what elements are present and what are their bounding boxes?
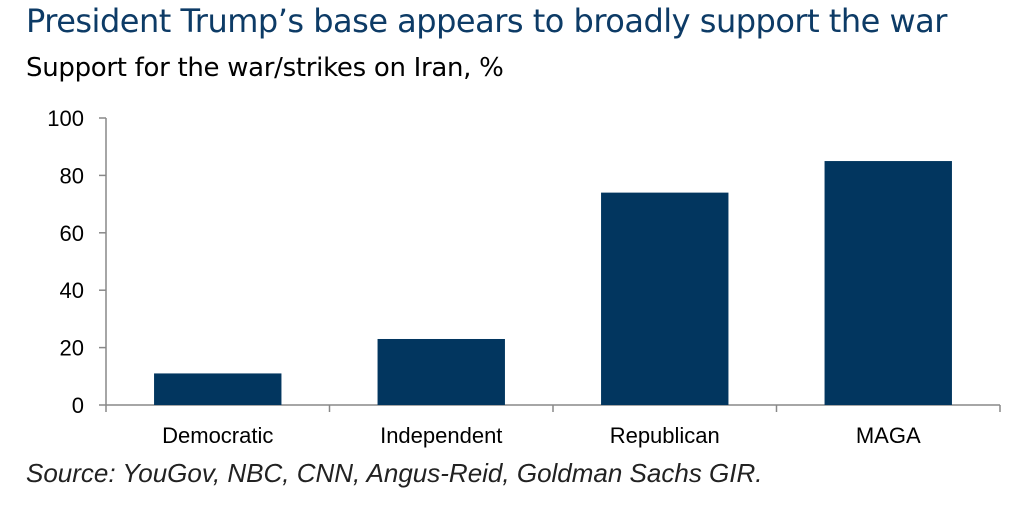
y-tick-label: 0: [72, 393, 84, 418]
x-category-label: Independent: [380, 423, 502, 448]
bars: [154, 161, 952, 405]
y-tick-label: 100: [47, 106, 84, 131]
bar-independent: [377, 338, 505, 405]
x-axis: [105, 404, 1001, 412]
bar-democratic: [154, 373, 282, 405]
bar-republican: [601, 192, 729, 405]
chart-title: President Trump’s base appears to broadl…: [26, 2, 947, 40]
y-tick-label: 80: [60, 163, 84, 188]
x-category-label: Republican: [610, 423, 720, 448]
y-tick-label: 20: [60, 336, 84, 361]
y-tick-label: 40: [60, 278, 84, 303]
chart-subtitle: Support for the war/strikes on Iran, %: [26, 53, 504, 83]
category-labels: Democratic Independent Republican MAGA: [162, 423, 921, 448]
y-tick-label: 60: [60, 221, 84, 246]
bar-maga: [824, 161, 952, 405]
chart-source: Source: YouGov, NBC, CNN, Angus-Reid, Go…: [26, 458, 763, 488]
x-category-label: Democratic: [162, 423, 273, 448]
x-category-label: MAGA: [856, 423, 921, 448]
y-axis: 0 20 40 60 80 100: [47, 106, 107, 418]
